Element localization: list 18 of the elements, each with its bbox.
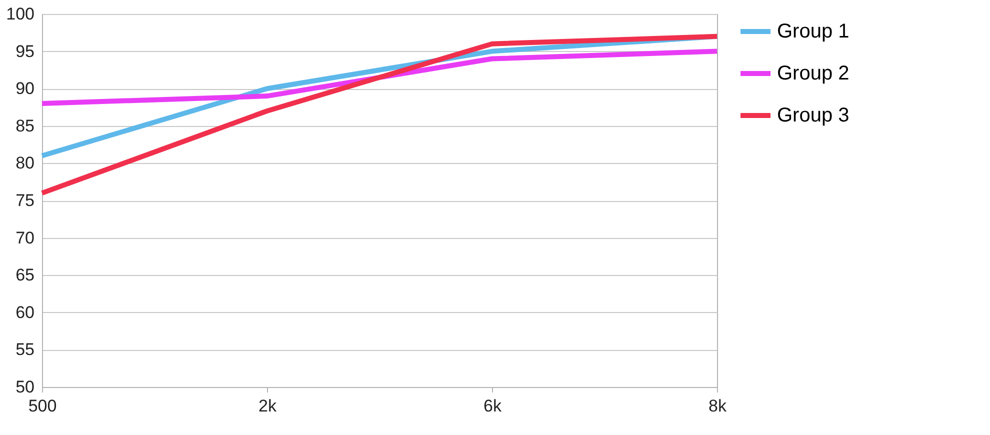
x-tick-label: 2k	[258, 396, 277, 416]
x-tick-label: 6k	[484, 396, 502, 416]
y-tick-label: 70	[16, 228, 34, 248]
y-tick-label: 60	[16, 302, 34, 322]
x-tick-label: 500	[28, 396, 57, 416]
legend-label: Group 3	[777, 104, 850, 126]
y-tick-label: 85	[16, 116, 34, 136]
legend-label: Group 2	[777, 62, 850, 84]
y-tick-label: 100	[6, 4, 34, 24]
y-tick-label: 55	[16, 340, 34, 360]
x-tick-label: 8k	[708, 396, 727, 416]
y-tick-label: 50	[16, 378, 34, 396]
y-tick-label: 75	[16, 191, 34, 210]
y-tick-label: 80	[16, 154, 34, 173]
y-tick-label: 90	[16, 79, 34, 98]
y-tick-label: 65	[16, 266, 34, 285]
legend-label: Group 1	[777, 20, 850, 42]
y-tick-label: 95	[16, 42, 34, 61]
